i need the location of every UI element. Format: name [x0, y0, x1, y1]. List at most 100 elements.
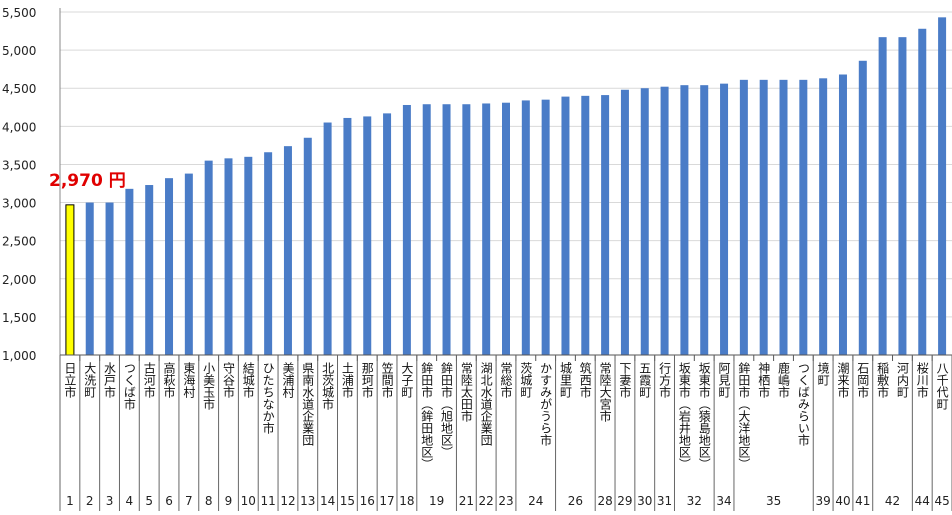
category-label: 笠間市 — [380, 361, 394, 398]
rank-label: 29 — [617, 494, 632, 508]
bar — [502, 102, 510, 356]
rank-label: 11 — [260, 494, 275, 508]
rank-label: 2 — [86, 494, 94, 508]
bar — [244, 156, 253, 355]
category-label: つくば市 — [122, 362, 136, 410]
bar — [620, 89, 629, 355]
rank-label: 10 — [241, 494, 256, 508]
bar — [402, 104, 411, 355]
bar — [581, 95, 590, 355]
bar — [680, 85, 689, 355]
bar — [303, 137, 312, 355]
y-tick-label: 4,000 — [2, 120, 36, 134]
category-label: かすみがうら市 — [539, 362, 553, 446]
y-tick-label: 1,000 — [2, 349, 36, 363]
category-label: 結城市 — [241, 362, 255, 398]
bar — [640, 88, 649, 355]
category-label: 行方市 — [658, 362, 672, 398]
category-label: 桜川市 — [915, 362, 929, 398]
category-label: 東海村 — [182, 362, 196, 398]
bar — [343, 117, 352, 356]
bar — [85, 202, 94, 355]
y-tick-label: 3,500 — [2, 158, 36, 172]
rank-label: 31 — [657, 494, 672, 508]
rank-label: 16 — [360, 494, 375, 508]
category-label: 小美玉市 — [202, 362, 216, 410]
bar — [739, 79, 748, 356]
bar — [145, 185, 154, 355]
rank-label: 45 — [934, 494, 949, 508]
category-label: 守谷市 — [221, 362, 235, 398]
category-label: 坂東市（岩井地区） — [677, 362, 691, 470]
bar — [323, 122, 332, 356]
rank-label: 18 — [399, 494, 414, 508]
rank-label: 22 — [479, 494, 494, 508]
rank-label: 42 — [885, 494, 900, 508]
rank-label: 19 — [429, 494, 444, 508]
highlight-annotation: 2,970 円 — [49, 171, 126, 191]
bar — [462, 104, 471, 356]
category-label: 潮来市 — [836, 361, 850, 398]
category-label: 美浦村 — [281, 362, 295, 398]
category-label: 阿見町 — [717, 362, 731, 398]
bar — [878, 37, 887, 356]
bar — [759, 79, 768, 356]
category-label: ひたちなか市 — [261, 362, 275, 434]
category-label: 鉾田市（鉾田地区） — [420, 361, 434, 470]
bar — [700, 85, 709, 355]
rank-label: 26 — [568, 494, 583, 508]
bar-layer — [65, 17, 947, 356]
rank-label: 17 — [379, 494, 394, 508]
category-label: 常陸大宮市 — [598, 362, 612, 422]
rank-label: 23 — [498, 494, 513, 508]
rank-label: 6 — [165, 494, 173, 508]
y-tick-label: 1,500 — [2, 311, 36, 325]
category-label: 坂東市（猿島地区） — [697, 362, 711, 470]
y-tick-label: 3,000 — [2, 197, 36, 211]
y-tick-label: 2,000 — [2, 273, 36, 287]
y-tick-label: 2,500 — [2, 235, 36, 249]
rank-label: 15 — [340, 494, 355, 508]
bar — [898, 37, 907, 356]
bar — [779, 79, 788, 356]
bar — [105, 202, 114, 355]
category-label: 湖北水道企業団 — [479, 361, 493, 447]
category-label: 大子町 — [400, 362, 414, 398]
category-label: 鉾田市（旭地区） — [440, 361, 454, 458]
bar — [561, 96, 570, 356]
category-label: 茨城町 — [519, 362, 533, 398]
category-label: 県南水道企業団 — [301, 362, 315, 447]
bar — [918, 28, 927, 355]
bar — [938, 17, 947, 355]
rank-label: 4 — [126, 494, 134, 508]
bar — [799, 79, 808, 356]
rank-label: 21 — [459, 494, 474, 508]
y-tick-label: 5,000 — [2, 44, 36, 58]
rank-label: 40 — [835, 494, 850, 508]
bar — [442, 104, 451, 356]
label-layer: 1 2 3 4 5 6 7 8 9 10 11 12 13 14 15 16 17 18 19 21 22 23 24 26 2… — [63, 361, 950, 508]
rank-label: 39 — [816, 494, 831, 508]
category-label: 古河市 — [142, 361, 156, 398]
bar — [838, 74, 847, 355]
rank-label: 35 — [766, 494, 781, 508]
bar — [521, 100, 530, 355]
bar — [720, 83, 729, 355]
bar — [819, 78, 828, 356]
category-label: 石岡市 — [856, 362, 870, 398]
rank-label: 34 — [716, 494, 731, 508]
category-label: 城里町 — [558, 362, 572, 398]
rank-label: 14 — [320, 494, 335, 508]
category-label: 高萩市 — [162, 361, 176, 398]
category-label: 神栖市 — [757, 362, 771, 398]
bar — [660, 86, 669, 355]
bar — [224, 158, 233, 355]
bar — [283, 146, 292, 355]
category-label: つくばみらい市 — [796, 362, 810, 446]
bar — [184, 173, 193, 355]
category-label: 筑西市 — [578, 361, 592, 398]
rank-label: 12 — [280, 494, 295, 508]
bar — [165, 178, 174, 355]
